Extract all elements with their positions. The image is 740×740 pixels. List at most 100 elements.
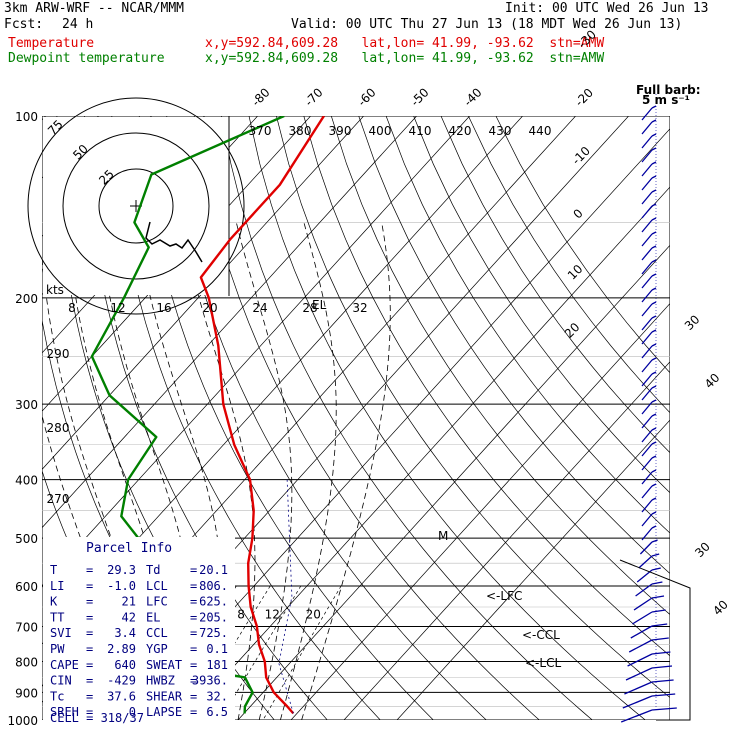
pressure-label-1000: 1000	[7, 714, 38, 728]
isotherm-label--60: -60	[355, 85, 379, 109]
parcel-row-tt: TT = 42 EL = 205.	[50, 610, 228, 624]
parcel-value-li: -1.0	[107, 579, 136, 593]
parcel-value-lfc: 625.	[199, 595, 228, 609]
wind-barb	[641, 273, 657, 289]
parcel-row-cape: CAPE = 640 SWEAT = 181	[50, 658, 228, 672]
hodograph-kts-label: kts	[46, 283, 64, 297]
parcel-row-t: T = 29.3 Td = 20.1	[50, 563, 228, 577]
isotherm-label--20: -20	[572, 86, 596, 110]
theta-label-390: 390	[329, 124, 352, 138]
hodograph-ring-50	[62, 132, 210, 280]
parcel-value-tc: 37.6	[107, 689, 136, 703]
wind-barb	[641, 385, 657, 401]
theta-label-380: 380	[289, 124, 312, 138]
mixing-ratio-label-20: 20	[306, 607, 321, 621]
dewpoint-legend: Dewpoint temperature	[8, 51, 165, 66]
wind-barb	[641, 455, 657, 471]
svg-text:=: =	[86, 674, 93, 688]
header: 3km ARW-WRF -- NCAR/MMM Init: 00 UTC Wed…	[0, 0, 740, 70]
pressure-label-800: 800	[15, 655, 38, 669]
dry-adiabat-320	[111, 116, 381, 720]
svg-text:=: =	[190, 610, 197, 624]
barb-legend: Full barb: 5 m s⁻¹	[636, 83, 701, 107]
svg-text:=: =	[86, 642, 93, 656]
svg-text:=: =	[86, 626, 93, 640]
parcel-key-td: Td	[146, 563, 160, 577]
wind-barb	[641, 413, 657, 429]
svg-text:=: =	[190, 674, 197, 688]
theta-label-400: 400	[369, 124, 392, 138]
parcel-value-sweat: 181	[206, 658, 228, 672]
dry-adiabat-450	[468, 116, 670, 414]
dry-adiabat-380	[276, 116, 670, 698]
parcel-key-ygp: YGP	[146, 642, 168, 656]
parcel-value-tt: 42	[122, 610, 136, 624]
wind-barb	[641, 511, 657, 527]
wind-barb	[641, 469, 657, 485]
wind-barb	[641, 133, 657, 149]
theta-label-420: 420	[449, 124, 472, 138]
svg-text:=: =	[190, 595, 197, 609]
level-label-CCL: <-CCL	[522, 628, 560, 642]
wind-barb	[632, 609, 666, 625]
temperature-legend: Temperature	[8, 36, 95, 51]
temperature-profile	[199, 116, 325, 715]
parcel-value-hwbz: 3936.	[192, 674, 228, 688]
dry-adiabat-360	[221, 116, 593, 720]
wind-barb	[641, 203, 657, 219]
pressure-label-100: 100	[15, 110, 38, 124]
isotherm-label-0: 0	[571, 206, 586, 221]
barb-panel-outline	[619, 559, 691, 721]
pressure-label-300: 300	[15, 398, 38, 412]
wind-barb	[641, 343, 657, 359]
temperature-location: x,y=592.84,609.28 lat,lon= 41.99, -93.62…	[205, 36, 605, 51]
wind-barb	[633, 595, 665, 611]
pressure-label-900: 900	[15, 686, 38, 700]
isotherm--40	[42, 116, 470, 587]
moist-adiabat-24	[235, 222, 293, 720]
parcel-value-shear: 32.	[206, 689, 228, 703]
cell-motion: CELL = 318/37	[50, 711, 144, 725]
dry-adiabat-390	[303, 116, 670, 657]
theta-label-410: 410	[409, 124, 432, 138]
barb-speed-label-40: 40	[710, 597, 731, 618]
wind-barb	[641, 399, 657, 415]
svg-text:=: =	[86, 705, 93, 719]
svg-text:=: =	[86, 595, 93, 609]
parcel-key-sreh: SREH	[50, 705, 79, 719]
parcel-row-k: K = 21 LFC = 625.	[50, 595, 228, 609]
hodograph-ring-75	[27, 97, 245, 315]
parcel-info-title: Parcel Info	[86, 541, 172, 556]
pressure-label-600: 600	[15, 580, 38, 594]
hodograph-speed-label-20: 20	[202, 301, 217, 315]
parcel-value-svi: 3.4	[114, 626, 136, 640]
parcel-info-panel: Parcel Info CELL = 318/37 T = 29.3 Td = 20.1L…	[43, 537, 235, 725]
dry-adiabat-400	[330, 116, 670, 615]
isotherm-50	[396, 419, 670, 720]
pressure-label-400: 400	[15, 474, 38, 488]
wind-barb	[641, 497, 657, 513]
mixing-ratio-label-8: 8	[237, 607, 245, 621]
moist-adiabat-28	[280, 222, 337, 720]
dry-adiabat-330	[138, 116, 434, 720]
parcel-key-cin: CIN	[50, 674, 72, 688]
isotherm--60	[42, 116, 364, 470]
wind-barb	[641, 315, 657, 331]
wind-barb	[641, 217, 657, 233]
parcel-key-ccl: CCL	[146, 626, 168, 640]
wind-barb	[641, 427, 657, 443]
theta-label-430: 430	[489, 124, 512, 138]
wind-barb	[641, 441, 657, 457]
parcel-path	[278, 479, 294, 714]
svg-text:=: =	[190, 563, 197, 577]
parcel-key-pw: PW	[50, 642, 65, 656]
parcel-value-lapse: 6.5	[206, 705, 228, 719]
isotherm-40	[343, 361, 670, 720]
wind-barb	[641, 259, 657, 275]
parcel-value-cin: -429	[107, 674, 136, 688]
pressure-label-500: 500	[15, 532, 38, 546]
wind-barb	[628, 637, 669, 653]
parcel-row-sreh: SREH = 0 LAPSE = 6.5	[50, 705, 228, 719]
wind-barb	[641, 371, 657, 387]
